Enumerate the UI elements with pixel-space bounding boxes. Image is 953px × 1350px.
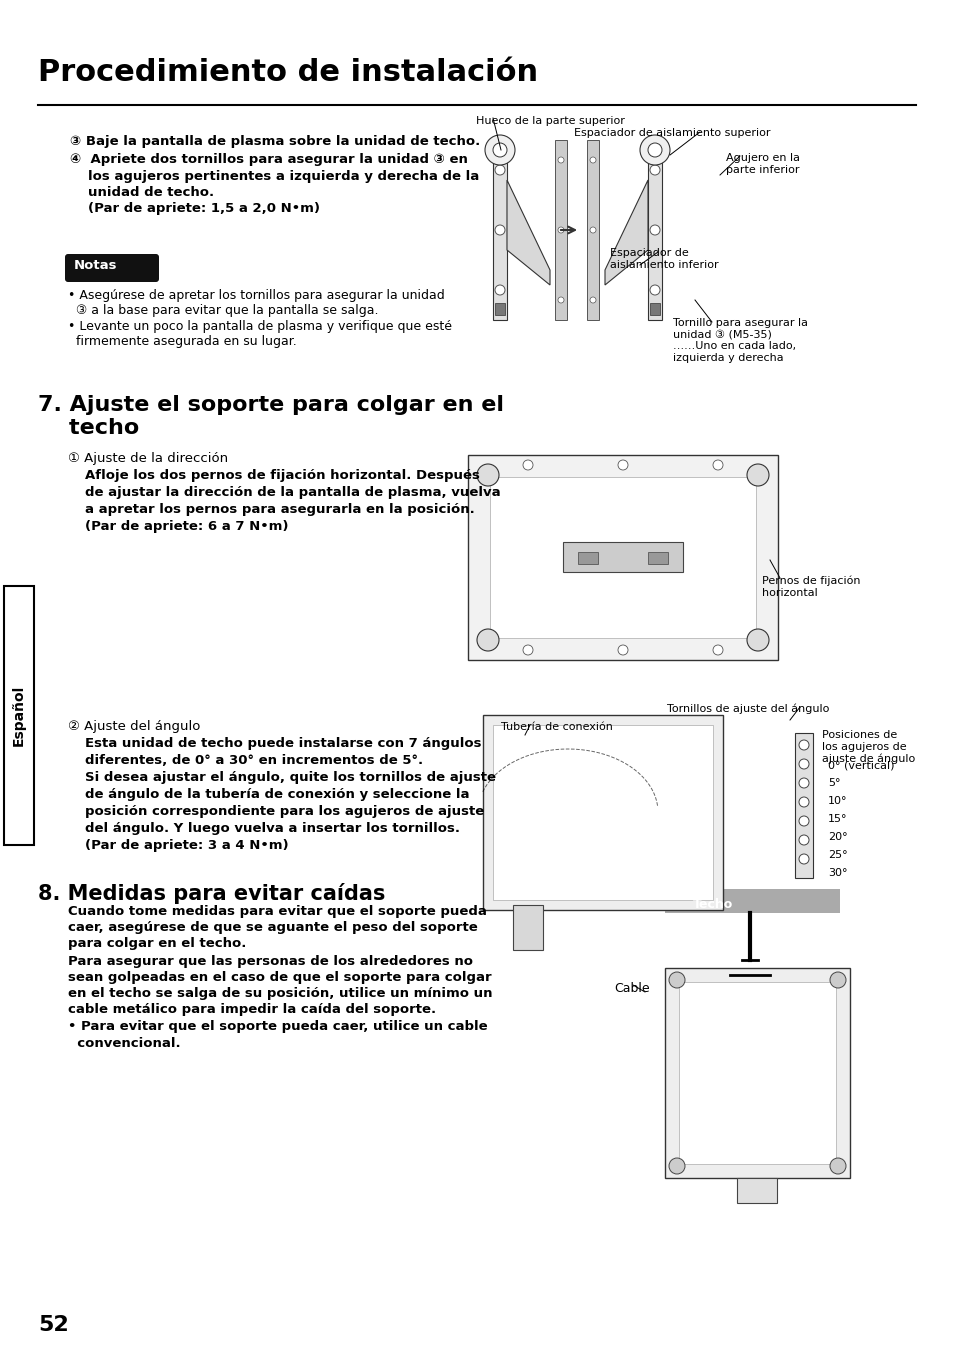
Text: para colgar en el techo.: para colgar en el techo. bbox=[68, 937, 246, 950]
Circle shape bbox=[799, 855, 808, 864]
Text: Tubería de conexión: Tubería de conexión bbox=[500, 722, 612, 732]
Text: Procedimiento de instalación: Procedimiento de instalación bbox=[38, 58, 537, 86]
Text: Para asegurar que las personas de los alrededores no: Para asegurar que las personas de los al… bbox=[68, 954, 473, 968]
Circle shape bbox=[829, 972, 845, 988]
Text: Hueco de la parte superior: Hueco de la parte superior bbox=[476, 116, 624, 126]
Bar bbox=[493, 725, 712, 900]
Circle shape bbox=[618, 645, 627, 655]
Circle shape bbox=[589, 227, 596, 234]
Text: Espaciador de
aislamiento inferior: Espaciador de aislamiento inferior bbox=[609, 248, 718, 270]
Circle shape bbox=[589, 157, 596, 163]
Text: Esta unidad de techo puede instalarse con 7 ángulos: Esta unidad de techo puede instalarse co… bbox=[85, 737, 481, 751]
Circle shape bbox=[589, 297, 596, 302]
Bar bbox=[647, 140, 661, 320]
Text: ② Ajuste del ángulo: ② Ajuste del ángulo bbox=[68, 720, 200, 733]
Text: 8. Medidas para evitar caídas: 8. Medidas para evitar caídas bbox=[38, 883, 385, 905]
Circle shape bbox=[495, 165, 504, 176]
Text: en el techo se salga de su posición, utilice un mínimo un: en el techo se salga de su posición, uti… bbox=[68, 987, 492, 1000]
Circle shape bbox=[649, 225, 659, 235]
Polygon shape bbox=[506, 180, 550, 285]
Text: Si desea ajustar el ángulo, quite los tornillos de ajuste: Si desea ajustar el ángulo, quite los to… bbox=[85, 771, 496, 784]
Text: Español: Español bbox=[12, 684, 26, 747]
Text: (Par de apriete: 3 a 4 N•m): (Par de apriete: 3 a 4 N•m) bbox=[85, 838, 289, 852]
Text: Techo: Techo bbox=[692, 898, 733, 911]
Text: 25°: 25° bbox=[827, 850, 846, 860]
Text: los agujeros pertinentes a izquierda y derecha de la: los agujeros pertinentes a izquierda y d… bbox=[88, 170, 478, 184]
Bar bbox=[578, 552, 598, 564]
Text: 7. Ajuste el soporte para colgar en el: 7. Ajuste el soporte para colgar en el bbox=[38, 396, 503, 414]
Bar bbox=[495, 302, 504, 315]
Circle shape bbox=[668, 1158, 684, 1174]
Text: ① Ajuste de la dirección: ① Ajuste de la dirección bbox=[68, 452, 228, 464]
Text: Agujero en la
parte inferior: Agujero en la parte inferior bbox=[725, 153, 800, 174]
Circle shape bbox=[639, 135, 669, 165]
Circle shape bbox=[495, 225, 504, 235]
Text: posición correspondiente para los agujeros de ajuste: posición correspondiente para los agujer… bbox=[85, 805, 484, 818]
Circle shape bbox=[522, 460, 533, 470]
Circle shape bbox=[712, 460, 722, 470]
Text: ③ Baje la pantalla de plasma sobre la unidad de techo.: ③ Baje la pantalla de plasma sobre la un… bbox=[70, 135, 479, 148]
Circle shape bbox=[647, 143, 661, 157]
Circle shape bbox=[799, 740, 808, 751]
Text: de ajustar la dirección de la pantalla de plasma, vuelva: de ajustar la dirección de la pantalla d… bbox=[85, 486, 500, 500]
Text: ④  Apriete dos tornillos para asegurar la unidad ③ en: ④ Apriete dos tornillos para asegurar la… bbox=[70, 153, 467, 166]
Circle shape bbox=[799, 796, 808, 807]
Text: cable metálico para impedir la caída del soporte.: cable metálico para impedir la caída del… bbox=[68, 1003, 436, 1017]
Circle shape bbox=[649, 285, 659, 296]
Bar bbox=[737, 1179, 776, 1203]
Text: Cable: Cable bbox=[614, 981, 649, 995]
Circle shape bbox=[799, 815, 808, 826]
Circle shape bbox=[522, 645, 533, 655]
Bar bbox=[586, 140, 598, 320]
Text: 5°: 5° bbox=[827, 778, 840, 788]
Text: 20°: 20° bbox=[827, 832, 846, 842]
Text: Notas: Notas bbox=[74, 259, 117, 271]
Circle shape bbox=[799, 778, 808, 788]
Text: del ángulo. Y luego vuelva a insertar los tornillos.: del ángulo. Y luego vuelva a insertar lo… bbox=[85, 822, 459, 836]
Bar bbox=[493, 140, 506, 320]
Circle shape bbox=[558, 227, 563, 234]
Circle shape bbox=[799, 836, 808, 845]
Bar bbox=[490, 477, 755, 639]
Text: a apretar los pernos para asegurarla en la posición.: a apretar los pernos para asegurarla en … bbox=[85, 504, 475, 516]
Text: ③ a la base para evitar que la pantalla se salga.: ③ a la base para evitar que la pantalla … bbox=[68, 304, 378, 317]
Circle shape bbox=[618, 460, 627, 470]
Bar bbox=[664, 890, 840, 913]
Bar bbox=[513, 904, 542, 950]
Text: diferentes, de 0° a 30° en incrementos de 5°.: diferentes, de 0° a 30° en incrementos d… bbox=[85, 755, 423, 767]
Circle shape bbox=[495, 285, 504, 296]
Circle shape bbox=[649, 165, 659, 176]
Text: (Par de apriete: 6 a 7 N•m): (Par de apriete: 6 a 7 N•m) bbox=[85, 520, 288, 533]
Bar bbox=[679, 981, 835, 1164]
Circle shape bbox=[558, 297, 563, 302]
Circle shape bbox=[712, 645, 722, 655]
Text: Posiciones de
los agujeros de
ajuste de ángulo: Posiciones de los agujeros de ajuste de … bbox=[821, 730, 914, 764]
Text: • Levante un poco la pantalla de plasma y verifique que esté: • Levante un poco la pantalla de plasma … bbox=[68, 320, 452, 333]
Bar bbox=[562, 541, 682, 572]
Bar bbox=[664, 968, 849, 1179]
Bar bbox=[794, 733, 812, 878]
FancyBboxPatch shape bbox=[4, 586, 34, 845]
Text: Tornillos de ajuste del ángulo: Tornillos de ajuste del ángulo bbox=[666, 703, 828, 714]
Text: 10°: 10° bbox=[827, 796, 846, 806]
Polygon shape bbox=[604, 180, 647, 285]
Bar bbox=[482, 716, 722, 910]
Text: Cuando tome medidas para evitar que el soporte pueda: Cuando tome medidas para evitar que el s… bbox=[68, 904, 486, 918]
Circle shape bbox=[493, 143, 506, 157]
Circle shape bbox=[799, 759, 808, 769]
Text: convencional.: convencional. bbox=[68, 1037, 180, 1050]
Text: caer, asegúrese de que se aguante el peso del soporte: caer, asegúrese de que se aguante el pes… bbox=[68, 921, 477, 934]
Text: Pernos de fijación
horizontal: Pernos de fijación horizontal bbox=[761, 576, 860, 598]
Text: techo: techo bbox=[38, 418, 139, 437]
Text: unidad de techo.: unidad de techo. bbox=[88, 186, 213, 198]
Text: 30°: 30° bbox=[827, 868, 846, 878]
Text: Afloje los dos pernos de fijación horizontal. Después: Afloje los dos pernos de fijación horizo… bbox=[85, 468, 479, 482]
Bar bbox=[468, 455, 778, 660]
Text: 0° (vertical): 0° (vertical) bbox=[827, 760, 894, 770]
Text: firmemente asegurada en su lugar.: firmemente asegurada en su lugar. bbox=[68, 335, 296, 348]
Bar bbox=[647, 552, 667, 564]
Circle shape bbox=[476, 629, 498, 651]
Text: Tornillo para asegurar la
unidad ③ (M5-35)
……Uno en cada lado,
izquierda y derec: Tornillo para asegurar la unidad ③ (M5-3… bbox=[672, 319, 807, 363]
Bar bbox=[555, 140, 566, 320]
FancyBboxPatch shape bbox=[65, 254, 159, 282]
